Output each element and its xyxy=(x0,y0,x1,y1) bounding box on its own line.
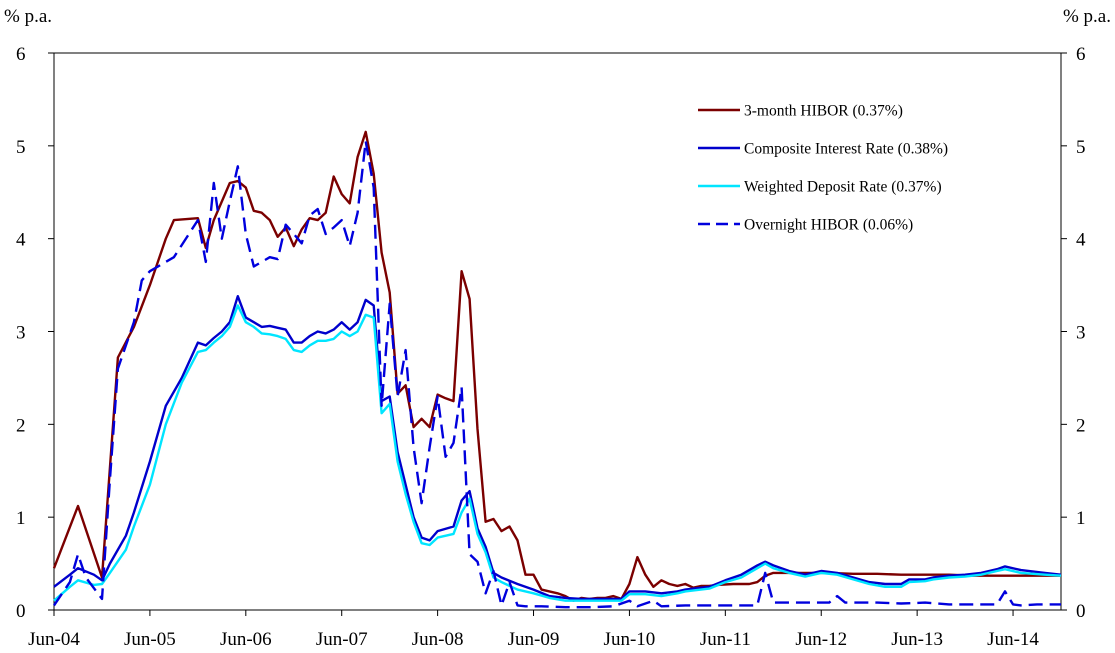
left-y-tick-label: 1 xyxy=(16,508,26,529)
x-tick-label: Jun-12 xyxy=(795,629,847,650)
right-y-tick-label: 0 xyxy=(1076,601,1086,622)
right-y-tick-label: 4 xyxy=(1076,230,1086,251)
right-y-tick-label: 2 xyxy=(1076,415,1086,436)
legend-label-2: Composite Interest Rate (0.38%) xyxy=(744,141,948,158)
legend: 3-month HIBOR (0.37%) Composite Interest … xyxy=(698,103,948,234)
x-tick-label: Jun-06 xyxy=(220,629,272,650)
series-line-4 xyxy=(53,139,1061,609)
legend-label-3: Weighted Deposit Rate (0.37%) xyxy=(744,179,942,196)
right-y-tick-label: 5 xyxy=(1076,137,1086,158)
x-tick-label: Jun-08 xyxy=(412,629,464,650)
x-tick-label: Jun-11 xyxy=(700,629,751,650)
x-tick-label: Jun-09 xyxy=(508,629,560,650)
series-lines xyxy=(52,130,1062,609)
left-y-tick-label: 4 xyxy=(16,230,26,251)
series-line-2 xyxy=(53,295,1062,601)
x-tick-label: Jun-04 xyxy=(28,629,80,650)
left-y-tick-label: 5 xyxy=(16,137,26,158)
x-tick-label: Jun-05 xyxy=(124,629,176,650)
left-y-axis: 0 1 2 3 4 5 6 xyxy=(16,44,54,622)
right-y-axis: 0 1 2 3 4 5 6 xyxy=(1061,44,1086,622)
legend-label-4: Overnight HIBOR (0.06%) xyxy=(744,217,913,234)
left-y-tick-label: 2 xyxy=(16,415,26,436)
legend-label-1: 3-month HIBOR (0.37%) xyxy=(744,103,903,120)
series-line-3 xyxy=(53,304,1062,602)
left-axis-unit: % p.a. xyxy=(4,6,52,27)
left-y-tick-label: 3 xyxy=(16,323,26,344)
right-y-tick-label: 1 xyxy=(1076,508,1086,529)
right-y-tick-label: 6 xyxy=(1076,44,1086,65)
right-y-tick-label: 3 xyxy=(1076,323,1086,344)
left-y-tick-label: 6 xyxy=(16,44,26,65)
plot-frame xyxy=(53,52,1062,611)
left-y-tick-label: 0 xyxy=(16,601,26,622)
x-tick-label: Jun-07 xyxy=(316,629,368,650)
series-line-1 xyxy=(52,130,1061,602)
x-tick-label: Jun-10 xyxy=(604,629,656,650)
x-tick-label: Jun-13 xyxy=(891,629,943,650)
right-axis-unit: % p.a. xyxy=(1063,6,1111,27)
x-tick-label: Jun-14 xyxy=(987,629,1039,650)
x-axis: Jun-04 Jun-05 Jun-06 Jun-07 Jun-08 Jun-09 Jun-… xyxy=(28,610,1039,650)
